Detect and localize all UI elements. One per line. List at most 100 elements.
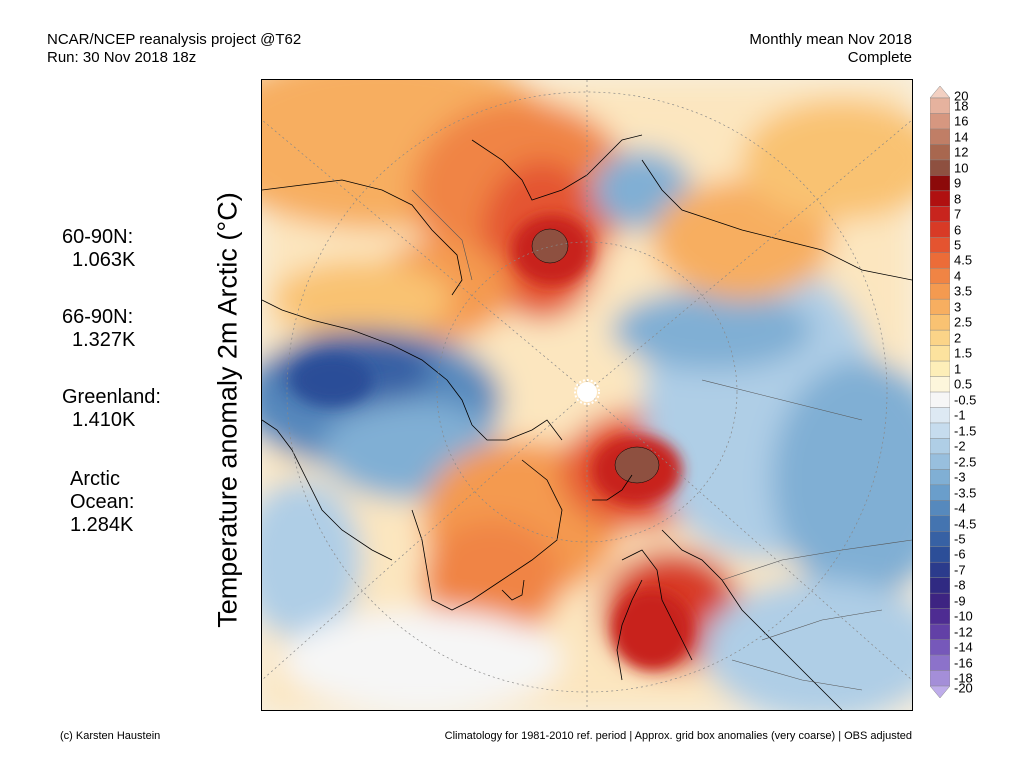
colorbar-swatch bbox=[930, 376, 950, 393]
stat-value: 1.410K bbox=[72, 409, 136, 431]
colorbar-tick-label: -1 bbox=[954, 407, 966, 423]
colorbar-swatch bbox=[930, 314, 950, 331]
warm-core-siberia bbox=[531, 228, 569, 264]
stat-label: Arctic Ocean: bbox=[70, 468, 135, 513]
colorbar-tick-label: -1.5 bbox=[954, 423, 977, 439]
period-title: Monthly mean Nov 2018 bbox=[749, 31, 912, 48]
stat-value: 1.284K bbox=[70, 514, 134, 536]
stat-label: 60-90N: bbox=[62, 226, 134, 248]
colorbar-tick-label: 1.5 bbox=[954, 345, 973, 361]
borders bbox=[411, 189, 912, 691]
stat-value: 1.063K bbox=[72, 249, 136, 271]
colorbar-tick-label: 2 bbox=[954, 330, 962, 346]
colorbar-tick-label: 4 bbox=[954, 268, 962, 284]
colorbar-swatch bbox=[930, 515, 950, 532]
coastlines bbox=[262, 134, 912, 710]
colorbar-tick-label: -0.5 bbox=[954, 392, 977, 408]
colorbar-tick-label: -3 bbox=[954, 469, 966, 485]
colorbar-tick-label: 3 bbox=[954, 299, 962, 315]
colorbar-tick-label: -18 bbox=[954, 670, 973, 686]
stat-66-90n: 66-90N: 1.327K bbox=[62, 306, 135, 352]
colorbar-tick-label: 12 bbox=[954, 144, 969, 160]
run-info: Run: 30 Nov 2018 18z bbox=[47, 49, 197, 66]
colorbar-swatch bbox=[930, 206, 950, 223]
colorbar-swatch bbox=[930, 592, 950, 610]
colorbar-swatch bbox=[930, 86, 950, 99]
colorbar-tick-label: 20 bbox=[954, 88, 969, 104]
colorbar-swatch bbox=[930, 484, 950, 501]
colorbar-tick-label: 9 bbox=[954, 175, 962, 191]
anomaly-cores bbox=[292, 215, 692, 670]
colorbar-swatch bbox=[930, 422, 950, 439]
colorbar-swatch bbox=[930, 685, 950, 698]
stat-label: 66-90N: bbox=[62, 306, 134, 328]
colorbar-tick-label: 6 bbox=[954, 222, 962, 238]
colorbar-swatch bbox=[930, 469, 950, 486]
colorbar-tick-label: 10 bbox=[954, 160, 969, 176]
colorbar-swatch bbox=[930, 144, 950, 161]
colorbar-swatch bbox=[930, 97, 950, 115]
colorbar-swatch bbox=[930, 531, 950, 548]
colorbar-swatch bbox=[930, 283, 950, 300]
colorbar-swatch bbox=[930, 267, 950, 285]
colorbar-tick-label: 0.5 bbox=[954, 376, 973, 392]
colorbar-swatch bbox=[930, 654, 950, 672]
colorbar-tick-label: 18 bbox=[954, 98, 969, 114]
colorbar-tick-label: -7 bbox=[954, 562, 966, 578]
colorbar-swatch bbox=[930, 561, 950, 579]
colorbar-tick-label: 2.5 bbox=[954, 314, 973, 330]
anomaly-map bbox=[261, 79, 913, 711]
colorbar-tick-label: -6 bbox=[954, 546, 966, 562]
header-left: NCAR/NCEP reanalysis project @T62 Run: 3… bbox=[47, 31, 301, 67]
north-pole-marker bbox=[574, 379, 600, 405]
colorbar-swatch bbox=[930, 639, 950, 656]
colorbar-tick-label: 8 bbox=[954, 191, 962, 207]
header-right: Monthly mean Nov 2018 Complete bbox=[749, 31, 912, 67]
colorbar-swatch bbox=[930, 608, 950, 625]
colorbar-tick-label: -9 bbox=[954, 593, 966, 609]
colorbar-swatch bbox=[930, 438, 950, 455]
completeness-status: Complete bbox=[847, 49, 912, 66]
colorbar-tick-label: -14 bbox=[954, 639, 973, 655]
colorbar-swatch bbox=[930, 190, 950, 207]
colorbar-tick-label: -3.5 bbox=[954, 485, 977, 501]
colorbar-tick-label: 1 bbox=[954, 361, 962, 377]
map-canvas bbox=[262, 80, 912, 710]
colorbar-tick-label: 5 bbox=[954, 237, 962, 253]
warm-core-barents bbox=[614, 446, 660, 484]
colorbar-swatch bbox=[930, 252, 950, 269]
colorbar-tick-label: -12 bbox=[954, 624, 973, 640]
colorbar-tick-label: -10 bbox=[954, 608, 973, 624]
colorbar-swatch bbox=[930, 237, 950, 254]
colorbar-swatch bbox=[930, 577, 950, 594]
methodology-note: Climatology for 1981-2010 ref. period | … bbox=[444, 730, 912, 742]
colorbar-tick-label: 16 bbox=[954, 113, 969, 129]
colorbar-swatch bbox=[930, 546, 950, 563]
colorbar-tick-label: -5 bbox=[954, 531, 966, 547]
colorbar-tick-label: -4.5 bbox=[954, 516, 977, 532]
stat-value: 1.327K bbox=[72, 329, 136, 351]
colorbar-swatch bbox=[930, 500, 950, 517]
graticule bbox=[262, 80, 912, 710]
colorbar-swatch bbox=[930, 113, 950, 130]
colorbar-swatch bbox=[930, 391, 950, 409]
colorbar-swatches bbox=[930, 86, 950, 698]
y-axis-label-text: Temperature anomaly 2m Arctic (°C) bbox=[212, 192, 243, 628]
colorbar-tick-label: -4 bbox=[954, 500, 966, 516]
colorbar bbox=[930, 86, 950, 698]
colorbar-tick-label: -20 bbox=[954, 680, 973, 696]
colorbar-tick-label: 14 bbox=[954, 129, 969, 145]
colorbar-swatch bbox=[930, 128, 950, 145]
colorbar-swatch bbox=[930, 623, 950, 641]
colorbar-tick-label: 4.5 bbox=[954, 252, 973, 268]
colorbar-swatch bbox=[930, 360, 950, 378]
colorbar-tick-label: -2.5 bbox=[954, 454, 977, 470]
colorbar-swatch bbox=[930, 221, 950, 238]
stat-arctic-ocean: Arctic Ocean: 1.284K bbox=[70, 468, 150, 537]
colorbar-swatch bbox=[930, 345, 950, 362]
stat-60-90n: 60-90N: 1.063K bbox=[62, 226, 135, 272]
stat-label: Greenland: bbox=[62, 386, 161, 408]
colorbar-tick-label: -16 bbox=[954, 655, 973, 671]
stat-greenland: Greenland: 1.410K bbox=[62, 386, 161, 432]
colorbar-tick-label: 3.5 bbox=[954, 283, 973, 299]
